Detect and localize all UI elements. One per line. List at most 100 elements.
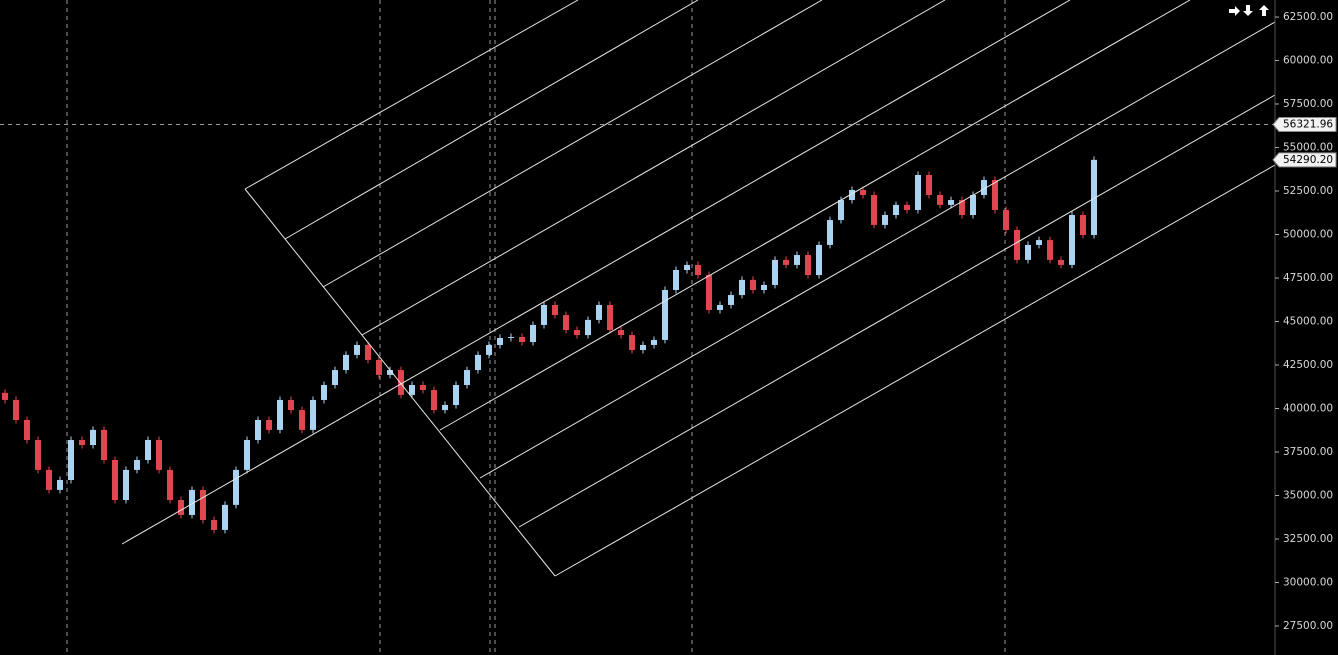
y-tick-label: 52500.00 — [1283, 185, 1333, 197]
candle-body — [552, 304, 558, 316]
candle-body — [46, 469, 52, 490]
candle-body — [959, 200, 965, 216]
toolbar[interactable] — [1229, 5, 1269, 16]
candle-body — [596, 304, 602, 320]
candle-body — [838, 200, 844, 221]
pitchfork-line — [479, 21, 1276, 479]
candle-body — [365, 344, 371, 360]
candle-body — [585, 319, 591, 336]
candle-body — [1047, 240, 1053, 260]
candle-body — [200, 489, 206, 521]
pitchfork-line — [361, 0, 946, 336]
candle-body — [343, 354, 349, 371]
price-tag — [1272, 152, 1337, 168]
y-tick-label: 50000.00 — [1283, 228, 1333, 240]
pitchfork-base — [244, 188, 556, 577]
candle-body — [2, 392, 8, 400]
candle-body — [970, 195, 976, 216]
candle-body — [222, 504, 228, 530]
candle-body — [266, 419, 272, 430]
price-tag-label: 54290.20 — [1283, 154, 1333, 166]
candle-body — [57, 480, 63, 490]
candle-body — [145, 439, 151, 460]
candle-body — [68, 439, 74, 481]
candle-body — [981, 180, 987, 196]
candle-body — [189, 489, 195, 515]
candle-body — [992, 180, 998, 210]
candle-body — [354, 344, 360, 355]
candle-body — [398, 370, 404, 395]
candle-body — [849, 189, 855, 201]
y-tick-label: 62500.00 — [1283, 11, 1333, 23]
y-tick-label: 30000.00 — [1283, 576, 1333, 588]
candle-body — [409, 385, 415, 395]
y-tick-label: 47500.00 — [1283, 272, 1333, 284]
candle-body — [948, 200, 954, 205]
candle-body — [1080, 215, 1086, 236]
candle-body — [321, 385, 327, 400]
candle-body — [310, 399, 316, 430]
candle-body — [629, 335, 635, 351]
candle-body — [497, 338, 503, 345]
candle-body — [761, 284, 767, 291]
y-tick-label: 45000.00 — [1283, 315, 1333, 327]
pitchfork-line — [518, 94, 1276, 528]
candle-body — [893, 204, 899, 216]
candle-body — [1003, 209, 1009, 230]
candle-body — [882, 215, 888, 225]
candle-body — [112, 459, 118, 501]
price-tag-label: 56321.96 — [1283, 118, 1333, 130]
candle-body — [332, 370, 338, 386]
pitchfork-line — [439, 0, 1191, 431]
candle-body — [1036, 240, 1042, 245]
y-tick-label: 57500.00 — [1283, 98, 1333, 110]
candle-body — [607, 304, 613, 331]
candle-body — [244, 439, 250, 470]
y-tick-label: 60000.00 — [1283, 54, 1333, 66]
candle-body — [508, 336, 514, 339]
candle-body — [431, 390, 437, 411]
candle-body — [651, 339, 657, 345]
candle-body — [541, 304, 547, 325]
y-tick-label: 55000.00 — [1283, 141, 1333, 153]
y-tick-label: 32500.00 — [1283, 533, 1333, 545]
candle-body — [24, 419, 30, 440]
candle-body — [387, 370, 393, 375]
arrow-up-icon[interactable] — [1259, 5, 1269, 16]
candle-body — [288, 399, 294, 411]
candle-body — [904, 204, 910, 210]
candle-body — [530, 324, 536, 343]
candle-body — [750, 279, 756, 291]
candle-body — [13, 399, 19, 420]
candle-body — [420, 385, 426, 391]
candle-body — [717, 304, 723, 311]
candle-body — [1069, 215, 1075, 265]
candle-body — [519, 336, 525, 343]
candle-body — [123, 469, 129, 501]
candle-body — [739, 279, 745, 296]
candle-body — [1014, 229, 1020, 260]
candle-body — [442, 405, 448, 411]
pitchfork-line — [322, 0, 823, 288]
candle-body — [167, 469, 173, 501]
arrow-right-icon[interactable] — [1229, 6, 1240, 16]
pitchfork-line — [284, 0, 699, 240]
arrow-down-icon[interactable] — [1243, 5, 1253, 16]
candle-body — [805, 255, 811, 276]
candle-body — [618, 330, 624, 336]
candle-body — [772, 259, 778, 285]
price-axis: 27500.00 30000.00 32500.00 35000.00 37500.00… — [1275, 11, 1333, 632]
candle-body — [816, 244, 822, 276]
candle-body — [233, 469, 239, 505]
candle-body — [299, 410, 305, 430]
candle-body — [728, 295, 734, 305]
y-tick-label: 37500.00 — [1283, 446, 1333, 458]
price-tag — [1272, 116, 1337, 132]
y-tick-label: 42500.00 — [1283, 359, 1333, 371]
pitchfork — [121, 0, 1276, 577]
candle-body — [35, 439, 41, 470]
candle-body — [915, 174, 921, 210]
pitchfork-median — [121, 0, 1071, 545]
